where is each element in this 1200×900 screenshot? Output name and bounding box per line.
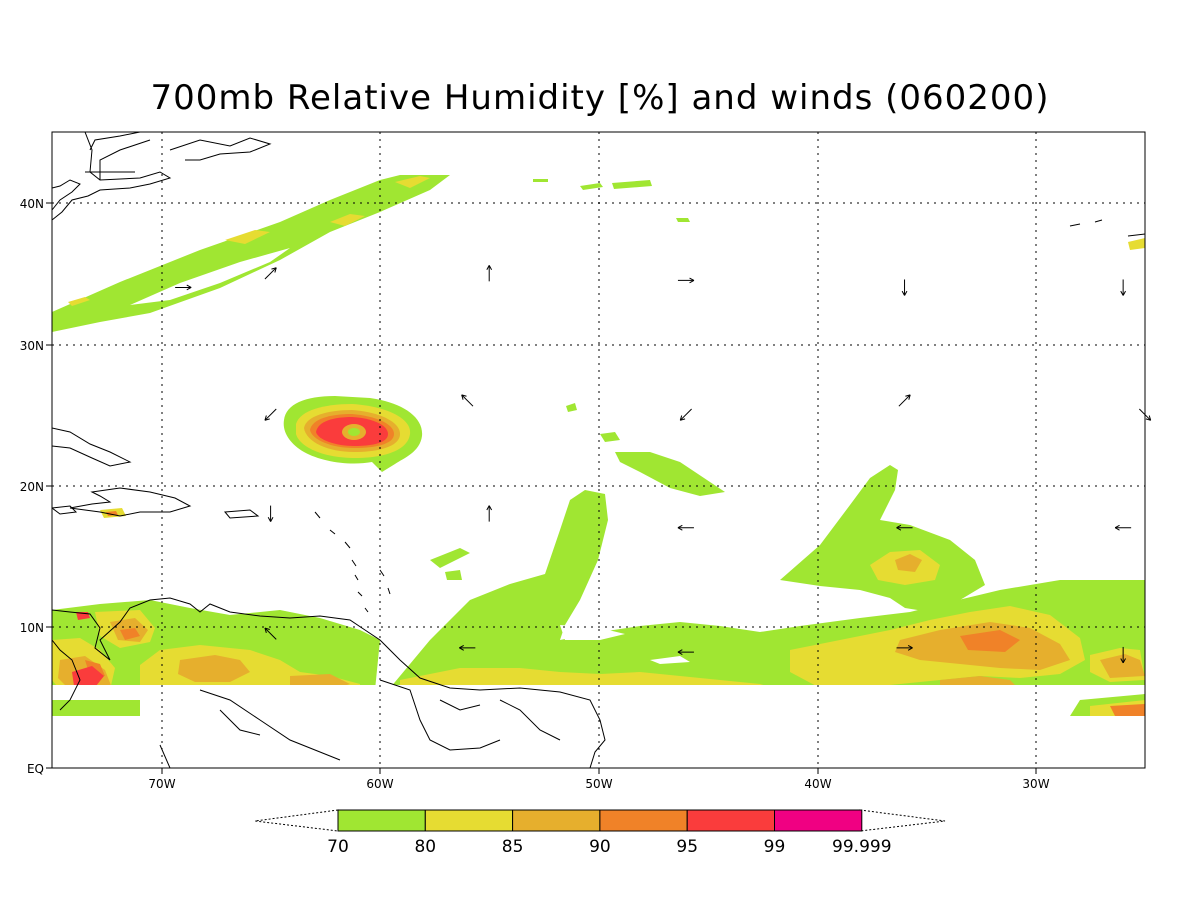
south-america-interior bbox=[159, 679, 561, 768]
yucatan-coast bbox=[52, 639, 81, 711]
wind-arrow bbox=[264, 408, 277, 421]
coastlines bbox=[52, 132, 1145, 768]
lon-label-70w: 70W bbox=[148, 777, 175, 791]
rh-region-hole bbox=[560, 625, 690, 664]
lon-label-40w: 40W bbox=[804, 777, 831, 791]
hispaniola-coast bbox=[69, 487, 192, 517]
rh-region-70 bbox=[780, 465, 985, 612]
wind-arrow bbox=[264, 627, 277, 640]
lon-label-30w: 30W bbox=[1022, 777, 1049, 791]
central-america-coast bbox=[52, 597, 606, 768]
humidity-field bbox=[52, 175, 1145, 716]
midlat-moist-band bbox=[52, 175, 450, 332]
lat-label-10n: 10N bbox=[20, 621, 44, 635]
jamaica-coast bbox=[52, 505, 78, 515]
wind-vectors bbox=[175, 265, 1152, 664]
colorbar-swatches bbox=[337, 809, 863, 832]
colorbar-label: 80 bbox=[414, 837, 436, 857]
rh-region-70 bbox=[52, 175, 450, 332]
rh-region-80 bbox=[68, 176, 430, 306]
lon-label-50w: 50W bbox=[585, 777, 612, 791]
colorbar-label: 70 bbox=[327, 837, 349, 857]
lat-axis-labels: EQ 10N 20N 30N 40N bbox=[20, 197, 44, 776]
canada-coast bbox=[169, 137, 272, 161]
wind-arrow bbox=[461, 394, 474, 407]
wind-arrow bbox=[677, 524, 694, 531]
colorbar-swatch bbox=[686, 809, 776, 832]
wind-arrow bbox=[459, 645, 476, 651]
cyclone-eye bbox=[348, 428, 360, 436]
tick-marks bbox=[46, 202, 1037, 774]
wind-arrow bbox=[679, 408, 692, 421]
rh-region-hole bbox=[130, 248, 290, 305]
colorbar-swatch bbox=[774, 809, 863, 832]
wind-arrow bbox=[1120, 646, 1126, 664]
colorbar-labels: 70 80 85 90 95 99 99.999 bbox=[327, 837, 891, 857]
wind-arrow bbox=[901, 279, 908, 296]
colorbar-label: 99 bbox=[764, 837, 786, 857]
colorbar-left-extension bbox=[254, 809, 339, 832]
wind-arrow bbox=[1114, 524, 1132, 531]
lon-axis-labels: 70W 60W 50W 40W 30W bbox=[148, 777, 1049, 791]
rh-region-70 bbox=[52, 694, 1145, 716]
central-patches bbox=[430, 179, 1145, 580]
colorbar-label: 95 bbox=[676, 837, 698, 857]
rh-region-80 bbox=[1128, 238, 1145, 250]
azores bbox=[1069, 219, 1145, 237]
wind-arrow bbox=[677, 277, 695, 284]
lat-label-eq: EQ bbox=[27, 762, 44, 776]
wind-arrow bbox=[898, 394, 911, 407]
wind-arrow bbox=[896, 524, 913, 531]
lon-label-60w: 60W bbox=[366, 777, 393, 791]
wind-arrow bbox=[486, 265, 493, 282]
colorbar-right-extension bbox=[859, 809, 946, 832]
colorbar-swatch bbox=[599, 809, 688, 832]
map-title: 700mb Relative Humidity [%] and winds (0… bbox=[150, 78, 1050, 118]
colorbar-swatch bbox=[337, 809, 426, 832]
colorbar: 70 80 85 90 95 99 99.999 bbox=[254, 809, 946, 857]
itcz-band bbox=[52, 465, 1145, 685]
wind-arrow bbox=[267, 505, 274, 522]
wind-arrow bbox=[264, 267, 277, 280]
lat-label-30n: 30N bbox=[20, 339, 44, 353]
lat-label-40n: 40N bbox=[20, 197, 44, 211]
wind-arrow bbox=[896, 645, 913, 651]
cuba-coast bbox=[52, 427, 132, 467]
lesser-antilles bbox=[314, 511, 391, 613]
wind-arrow bbox=[175, 284, 192, 291]
wind-arrow bbox=[677, 649, 694, 655]
rh-region-80 bbox=[52, 550, 1145, 685]
lat-label-20n: 20N bbox=[20, 480, 44, 494]
colorbar-swatch bbox=[424, 809, 514, 832]
north-america-coast bbox=[52, 132, 172, 221]
rh-region-90 bbox=[1110, 704, 1145, 716]
colorbar-label: 90 bbox=[589, 837, 611, 857]
rh-region-95 bbox=[72, 612, 104, 685]
tropical-cyclone bbox=[283, 396, 423, 472]
colorbar-label: 99.999 bbox=[832, 837, 891, 857]
colorbar-swatch bbox=[512, 809, 601, 832]
wind-arrow bbox=[1120, 279, 1126, 296]
puerto-rico-coast bbox=[223, 509, 260, 519]
colorbar-label: 85 bbox=[502, 837, 524, 857]
wind-arrow bbox=[486, 505, 493, 522]
border-lines bbox=[85, 139, 151, 180]
grid-lines bbox=[52, 132, 1145, 768]
